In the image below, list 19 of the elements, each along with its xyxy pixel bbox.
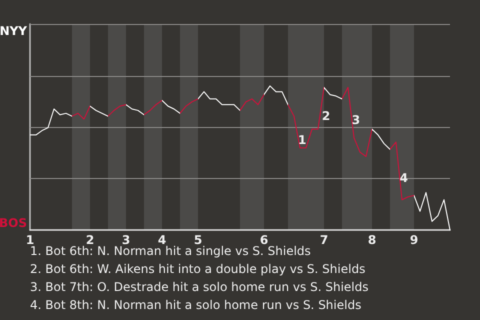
x-tick-label: 9 bbox=[410, 233, 418, 247]
text: 2. Bot 6th: W. Aikens hit into a double play vs S. Shields bbox=[30, 262, 366, 276]
x-tick-label: 1 bbox=[26, 233, 34, 247]
x-tick-label: 2 bbox=[86, 233, 94, 247]
annotation: 2 bbox=[322, 109, 330, 124]
text: 1. Bot 6th: N. Norman hit a single vs S. Shields bbox=[30, 244, 311, 258]
text: 4. Bot 8th: N. Norman hit a solo home run vs S. Shields bbox=[30, 298, 362, 312]
x-tick-label: 6 bbox=[260, 233, 268, 247]
x-tick-label: 5 bbox=[194, 233, 202, 247]
x-tick-label: 8 bbox=[368, 233, 376, 247]
annotation: 1 bbox=[298, 132, 306, 147]
x-tick-label: 7 bbox=[320, 233, 328, 247]
text: NYY bbox=[0, 24, 28, 38]
annotation: 4 bbox=[400, 171, 408, 186]
text: 3. Bot 7th: O. Destrade hit a solo home run vs S. Shields bbox=[30, 280, 368, 294]
x-tick-label: 3 bbox=[122, 233, 130, 247]
x-tick-label: 4 bbox=[158, 233, 166, 247]
text: BOS bbox=[0, 216, 27, 230]
annotation: 3 bbox=[352, 112, 360, 127]
